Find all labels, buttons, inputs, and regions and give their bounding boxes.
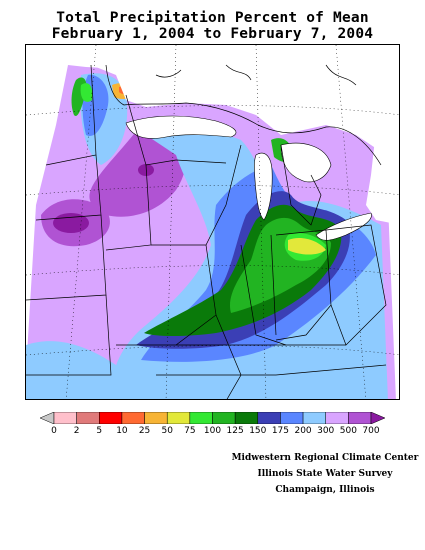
legend-swatches bbox=[40, 412, 385, 424]
brightgreen-region-north bbox=[80, 83, 93, 102]
legend-swatch bbox=[234, 412, 259, 424]
legend-swatch bbox=[302, 412, 326, 424]
legend-label: 700 bbox=[362, 426, 380, 436]
legend-label: 10 bbox=[116, 426, 128, 436]
legend-swatch bbox=[121, 412, 145, 424]
legend-swatch bbox=[325, 412, 349, 424]
state-boundaries bbox=[26, 64, 387, 399]
legend-label: 300 bbox=[317, 426, 335, 436]
graticule bbox=[26, 45, 399, 399]
lightblue-region-southwest bbox=[26, 341, 116, 399]
canada-area bbox=[86, 45, 399, 164]
legend-label: 175 bbox=[271, 426, 290, 436]
map-title: Total Precipitation Percent of Mean bbox=[56, 10, 369, 26]
legend-swatch bbox=[189, 412, 213, 424]
magenta-region-north bbox=[89, 122, 186, 217]
legend-swatch bbox=[166, 412, 191, 424]
legend-label: 500 bbox=[339, 426, 357, 436]
lake-superior bbox=[125, 115, 237, 139]
legend-swatch bbox=[76, 412, 100, 424]
legend-label: 150 bbox=[249, 426, 267, 436]
precipitation-map bbox=[25, 44, 400, 400]
legend-label: 200 bbox=[294, 426, 312, 436]
legend-swatch bbox=[348, 412, 372, 424]
coastlines bbox=[105, 64, 382, 166]
legend-swatch-max bbox=[370, 412, 385, 424]
legend-swatch-min bbox=[40, 412, 55, 424]
yellow-region bbox=[288, 238, 326, 255]
legend-label: 100 bbox=[203, 426, 222, 436]
lake-michigan bbox=[254, 152, 273, 221]
legend-label: 50 bbox=[161, 426, 173, 436]
credit-center: Midwestern Regional Climate Center bbox=[231, 453, 419, 463]
legend-swatch bbox=[144, 412, 168, 424]
legend-label: 5 bbox=[96, 426, 103, 436]
color-legend bbox=[40, 412, 385, 424]
credit-location: Champaign, Illinois bbox=[275, 485, 375, 495]
map-date-range: February 1, 2004 to February 7, 2004 bbox=[51, 26, 374, 42]
legend-label: 0 bbox=[51, 426, 57, 436]
credit-survey: Illinois State Water Survey bbox=[257, 469, 393, 479]
legend-label: 75 bbox=[184, 426, 196, 436]
legend-swatch bbox=[53, 412, 77, 424]
legend-label: 125 bbox=[226, 426, 244, 436]
precipitation-map-svg bbox=[26, 45, 399, 399]
legend-swatch bbox=[212, 412, 236, 424]
atlantic-area bbox=[366, 85, 399, 225]
legend-label: 2 bbox=[73, 426, 80, 436]
lake-erie bbox=[315, 212, 372, 241]
legend-swatch bbox=[280, 412, 304, 424]
legend-swatch bbox=[257, 412, 281, 424]
lake-huron bbox=[280, 142, 332, 183]
legend-label: 25 bbox=[138, 426, 151, 436]
legend-swatch bbox=[99, 412, 123, 424]
